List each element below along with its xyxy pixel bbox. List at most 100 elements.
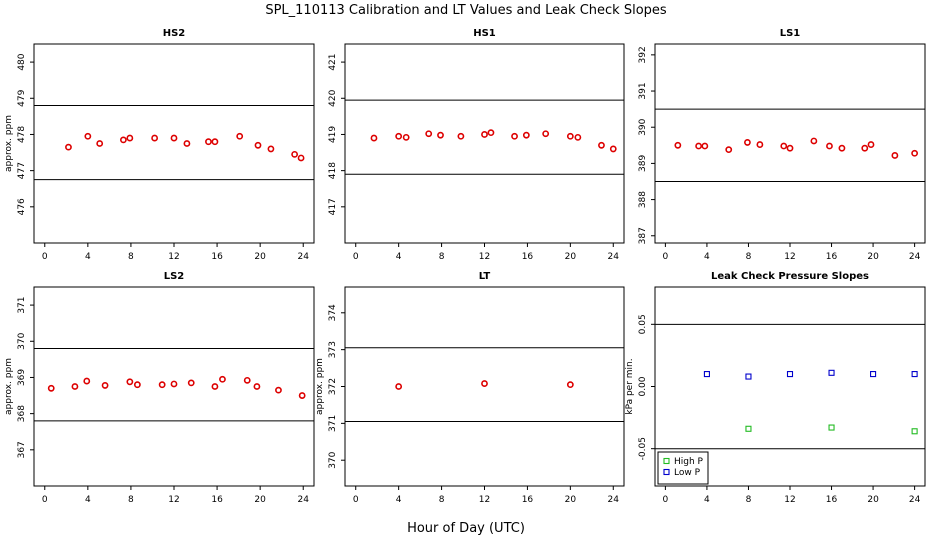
x-tick-label: 4 [396, 252, 402, 262]
data-point [211, 138, 219, 146]
data-point [236, 132, 244, 140]
data-point [437, 131, 444, 139]
data-point [170, 380, 178, 388]
y-tick-label: 418 [328, 162, 338, 179]
x-tick-label: 24 [298, 252, 310, 262]
data-point [133, 381, 141, 389]
x-tick-label: 0 [663, 495, 669, 505]
data-point [253, 383, 261, 390]
data-point [867, 141, 875, 148]
legend-box [657, 451, 709, 485]
y-tick-label: 421 [328, 53, 338, 70]
data-point [211, 383, 219, 390]
y-tick-label: 368 [17, 405, 27, 422]
data-point [83, 377, 91, 385]
data-point [566, 381, 574, 389]
data-point [187, 379, 195, 387]
data-point [254, 141, 262, 149]
x-tick-label: 0 [42, 495, 48, 505]
y-axis-label: approx. ppm [4, 115, 14, 172]
data-point [786, 371, 794, 378]
y-axis-label: kPa per min. [625, 358, 635, 414]
x-axis-label: Hour of Day (UTC) [407, 521, 525, 536]
x-tick-label: 16 [522, 495, 534, 505]
legend-label: Low P [674, 468, 701, 478]
panel-2: HS1 0 4 8 12 16 20 24 417 418 419 420 421 [328, 28, 625, 262]
data-point [780, 142, 788, 150]
y-tick-label: 367 [17, 441, 27, 458]
panel-title: LT [479, 271, 491, 282]
y-tick-label: 417 [328, 198, 338, 215]
y-tick-label: 479 [17, 89, 27, 106]
x-tick-label: 0 [353, 495, 359, 505]
panel-title: HS1 [473, 28, 496, 39]
data-point [126, 134, 134, 142]
x-tick-label: 16 [826, 495, 838, 505]
data-point [402, 133, 410, 141]
panel-title: Leak Check Pressure Slopes [711, 271, 869, 282]
x-tick-label: 0 [42, 252, 48, 262]
data-point [745, 425, 752, 432]
y-tick-label: 0.05 [638, 314, 648, 334]
x-tick-label: 20 [867, 495, 879, 505]
data-point [542, 130, 550, 138]
panel-6: Leak Check Pressure Slopes 0 4 8 12 16 20 24 -0.… [625, 271, 926, 505]
data-point [84, 132, 92, 140]
y-tick-label: 390 [638, 118, 648, 135]
y-tick-label: -0.05 [638, 437, 648, 460]
data-point [487, 129, 495, 137]
x-tick-label: 12 [168, 252, 179, 262]
data-point [205, 138, 212, 146]
data-point [243, 376, 251, 384]
x-tick-label: 4 [704, 495, 710, 505]
data-point [275, 386, 282, 394]
y-tick-label: 392 [638, 46, 648, 63]
x-tick-label: 20 [565, 495, 577, 505]
x-tick-label: 16 [211, 495, 223, 505]
data-point [911, 149, 919, 157]
data-point [522, 131, 530, 139]
x-tick-label: 4 [704, 252, 710, 262]
y-axis-label: approx. ppm [4, 358, 14, 415]
y-tick-label: 372 [328, 378, 338, 395]
x-tick-label: 20 [565, 252, 577, 262]
data-point [891, 152, 899, 159]
data-point [810, 137, 818, 145]
data-point [828, 424, 835, 431]
y-tick-label: 0.00 [638, 376, 648, 396]
data-point [101, 382, 109, 389]
x-tick-label: 12 [479, 252, 490, 262]
x-tick-label: 12 [168, 495, 179, 505]
x-tick-label: 8 [439, 252, 445, 262]
data-point [744, 139, 751, 146]
data-point [183, 140, 191, 147]
data-point [756, 141, 764, 148]
panel-title: LS2 [164, 271, 185, 282]
panel-3: LS1 0 4 8 12 16 20 24 387 388 389 390 391 392 [638, 28, 926, 262]
y-tick-label: 370 [328, 451, 338, 468]
data-point [861, 144, 869, 152]
data-point [566, 132, 574, 140]
data-point [65, 143, 72, 151]
figure-title: SPL_110113 Calibration and LT Values and… [265, 3, 667, 18]
data-point [267, 145, 275, 153]
x-tick-label: 16 [211, 252, 223, 262]
data-point [395, 383, 403, 390]
legend-label: High P [674, 457, 704, 467]
x-tick-label: 4 [85, 495, 91, 505]
panel-title: LS1 [780, 28, 801, 39]
x-tick-label: 24 [608, 495, 620, 505]
y-tick-label: 476 [17, 198, 27, 215]
plot-frame [33, 43, 315, 244]
data-point [598, 141, 605, 149]
y-tick-label: 388 [638, 191, 648, 208]
data-point [170, 134, 178, 142]
data-point [370, 134, 378, 142]
x-tick-label: 24 [909, 495, 921, 505]
x-tick-label: 12 [784, 495, 795, 505]
y-tick-label: 369 [17, 369, 27, 386]
y-axis-label: approx. ppm [315, 358, 325, 415]
x-tick-label: 20 [254, 252, 266, 262]
x-tick-label: 4 [85, 252, 91, 262]
